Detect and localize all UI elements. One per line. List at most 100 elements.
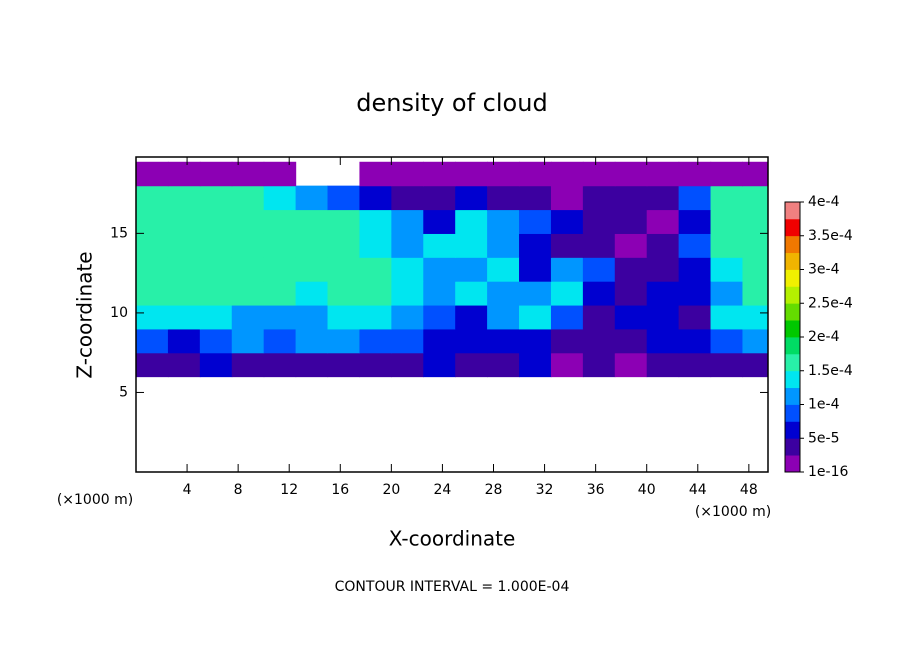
contour-cell xyxy=(519,233,552,258)
contour-cell xyxy=(710,209,744,234)
contour-cell xyxy=(231,352,265,378)
contour-cell xyxy=(327,304,361,330)
x-tick-label: 32 xyxy=(536,482,554,498)
contour-cell xyxy=(582,257,616,282)
contour-cell xyxy=(742,352,768,378)
contour-cell xyxy=(455,233,488,258)
contour-cell xyxy=(519,328,552,354)
contour-cell xyxy=(455,352,488,378)
contour-cell xyxy=(199,161,233,187)
contour-field xyxy=(136,161,768,378)
contour-cell xyxy=(614,257,648,282)
contour-cell xyxy=(487,209,520,234)
contour-cell xyxy=(455,281,488,306)
contour-cell xyxy=(710,328,744,354)
contour-cell xyxy=(550,328,584,354)
contour-cell xyxy=(199,281,233,306)
contour-cell xyxy=(710,352,744,378)
colorbar-band xyxy=(785,320,800,338)
contour-cell xyxy=(423,281,456,306)
colorbar-band xyxy=(785,455,800,473)
x-tick-label: 16 xyxy=(331,482,349,498)
contour-cell xyxy=(391,328,424,354)
contour-cell xyxy=(359,185,392,211)
contour-cell xyxy=(519,161,552,187)
contour-cell xyxy=(646,304,680,330)
contour-cell xyxy=(614,233,648,258)
contour-cell xyxy=(327,209,361,234)
contour-cell xyxy=(455,185,488,211)
colorbar-tick-label: 3e-4 xyxy=(808,262,840,278)
contour-cell xyxy=(391,304,424,330)
contour-cell xyxy=(614,185,648,211)
y-tick-label: 10 xyxy=(110,305,128,321)
contour-cell xyxy=(199,352,233,378)
x-axis-label: X-coordinate xyxy=(389,527,516,551)
colorbar-band xyxy=(785,421,800,439)
contour-cell xyxy=(678,352,712,378)
contour-cell xyxy=(710,281,744,306)
contour-cell xyxy=(295,233,329,258)
contour-cell xyxy=(167,352,201,378)
contour-cell xyxy=(391,185,424,211)
contour-cell xyxy=(742,304,768,330)
contour-cell xyxy=(391,352,424,378)
contour-cell xyxy=(136,233,169,258)
contour-cell xyxy=(167,209,201,234)
contour-cell xyxy=(550,281,584,306)
contour-cell xyxy=(423,257,456,282)
contour-cell xyxy=(487,233,520,258)
contour-cell xyxy=(199,209,233,234)
contour-cell xyxy=(455,209,488,234)
contour-cell xyxy=(678,257,712,282)
contour-cell xyxy=(231,233,265,258)
contour-cell xyxy=(678,185,712,211)
contour-cell xyxy=(423,233,456,258)
contour-cell xyxy=(231,304,265,330)
contour-cell xyxy=(519,281,552,306)
x-tick-label: 24 xyxy=(434,482,452,498)
contour-cell xyxy=(550,209,584,234)
contour-cell xyxy=(582,352,616,378)
contour-cell xyxy=(455,161,488,187)
x-tick-label: 44 xyxy=(689,482,707,498)
contour-cell xyxy=(136,161,169,187)
colorbar-band xyxy=(785,404,800,422)
contour-cell xyxy=(167,304,201,330)
y-tick-label: 5 xyxy=(119,384,128,400)
colorbar-band xyxy=(785,438,800,456)
contour-cell xyxy=(423,328,456,354)
contour-cell xyxy=(550,161,584,187)
contour-cell xyxy=(231,161,265,187)
contour-cell xyxy=(710,161,744,187)
contour-cell xyxy=(614,209,648,234)
x-tick-label: 20 xyxy=(382,482,400,498)
colorbar-band xyxy=(785,202,800,220)
contour-cell xyxy=(550,233,584,258)
contour-cell xyxy=(582,209,616,234)
contour-cell xyxy=(295,281,329,306)
contour-cell xyxy=(263,161,297,187)
colorbar-band xyxy=(785,303,800,321)
contour-cell xyxy=(742,328,768,354)
contour-cell xyxy=(327,352,361,378)
contour-cell xyxy=(582,185,616,211)
contour-cell xyxy=(646,233,680,258)
contour-cell xyxy=(646,257,680,282)
contour-cell xyxy=(614,281,648,306)
contour-cell xyxy=(359,257,392,282)
x-tick-label: 4 xyxy=(183,482,192,498)
contour-cell xyxy=(423,161,456,187)
contour-cell xyxy=(455,304,488,330)
contour-cell xyxy=(710,185,744,211)
contour-cell xyxy=(359,352,392,378)
contour-cell xyxy=(646,185,680,211)
contour-cell xyxy=(519,352,552,378)
contour-cell xyxy=(550,304,584,330)
x-tick-label: 8 xyxy=(234,482,243,498)
x-unit-label: (×1000 m) xyxy=(57,492,133,508)
contour-cell xyxy=(167,161,201,187)
colorbar-band xyxy=(785,286,800,304)
colorbar-tick-label: 1e-16 xyxy=(808,464,848,480)
contour-cell xyxy=(231,209,265,234)
